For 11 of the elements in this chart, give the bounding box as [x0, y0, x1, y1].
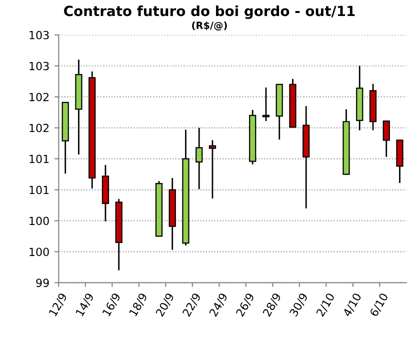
y-tick-label: 99 [36, 278, 49, 288]
y-tick-label: 100 [30, 216, 49, 226]
y-tick-label: 103 [30, 30, 49, 40]
y-tick-label: 102 [30, 92, 49, 102]
y-tick-label: 103 [30, 62, 49, 70]
chart-title: Contrato futuro do boi gordo - out/11 [64, 5, 355, 19]
y-tick-label: 100 [30, 248, 49, 256]
chart-subtitle: (R$/@) [192, 21, 227, 31]
y-tick-label: 101 [30, 186, 49, 194]
y-tick-label: 101 [30, 154, 49, 164]
y-tick-label: 102 [30, 124, 49, 132]
